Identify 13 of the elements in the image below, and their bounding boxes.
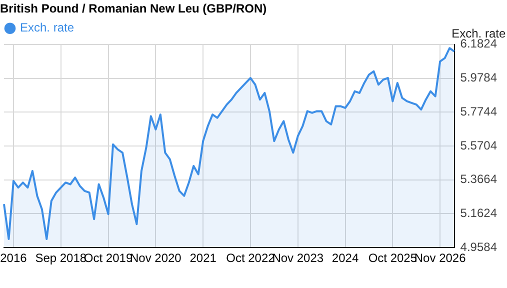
legend-label: Exch. rate <box>20 20 74 35</box>
y-tick-label: 5.3664 <box>460 172 498 186</box>
y-tick-label: 5.7744 <box>460 104 498 118</box>
y-tick-label: 5.5704 <box>460 138 498 152</box>
x-tick-label: 2016 <box>0 251 28 266</box>
chart-title: British Pound / Romanian New Leu (GBP/RON) <box>0 2 267 16</box>
y-tick-label: 6.1824 <box>460 36 498 51</box>
x-tick-label: 2024 <box>332 251 359 266</box>
x-tick-label: 2021 <box>190 251 217 266</box>
y-tick-label: 4.9584 <box>460 240 498 254</box>
y-tick-label: 5.9784 <box>460 70 498 85</box>
x-tick-label: Sep 2018 <box>35 251 87 266</box>
y-tick-label: 5.1624 <box>460 206 498 220</box>
